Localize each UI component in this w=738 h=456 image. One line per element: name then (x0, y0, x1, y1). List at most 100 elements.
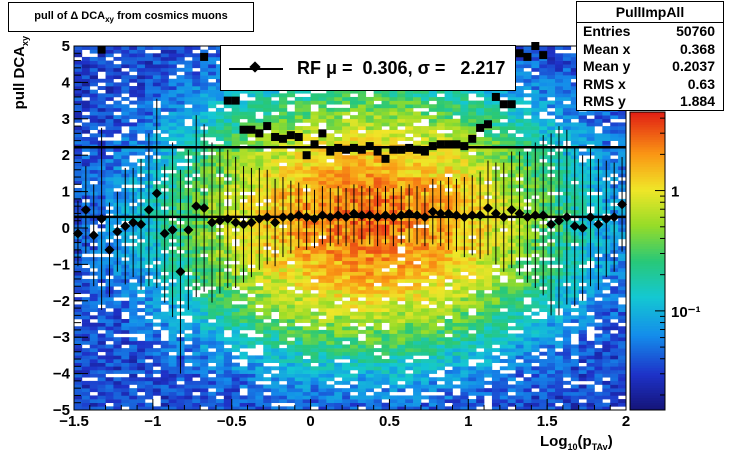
heatmap-cell (223, 137, 233, 141)
heatmap-cell (74, 111, 83, 116)
heatmap-cell (74, 395, 83, 400)
heatmap-cell (428, 137, 438, 141)
heatmap-cell (507, 377, 516, 382)
heatmap-cell (271, 326, 280, 331)
heatmap-cell (231, 369, 240, 374)
heatmap-cell (89, 46, 98, 50)
heatmap-cell (215, 406, 225, 411)
heatmap-cell (152, 308, 162, 313)
heatmap-cell (397, 384, 406, 389)
heatmap-cell (89, 406, 98, 411)
heatmap-cell (452, 162, 461, 167)
heatmap-cell (318, 111, 327, 116)
heatmap-cell (215, 96, 225, 101)
heatmap-cell (247, 282, 256, 287)
heatmap-cell (176, 158, 185, 163)
heatmap-cell (97, 60, 106, 65)
heatmap-cell (420, 129, 430, 134)
heatmap-cell (420, 289, 430, 294)
heatmap-cell (484, 388, 493, 393)
heatmap-cell (302, 351, 311, 356)
heatmap-cell (302, 282, 311, 287)
heatmap-cell (310, 340, 319, 345)
heatmap-cell (231, 151, 240, 156)
heatmap-cell (357, 166, 367, 171)
heatmap-cell (302, 180, 311, 185)
heatmap-cell (381, 359, 390, 363)
heatmap-cell (286, 268, 296, 272)
heatmap-cell (231, 93, 240, 98)
heatmap-cell (152, 348, 162, 353)
heatmap-cell (255, 329, 264, 334)
heatmap-cell (334, 369, 343, 374)
heatmap-cell (231, 362, 240, 367)
heatmap-cell (436, 253, 445, 258)
heatmap-cell (144, 340, 154, 345)
heatmap-cell (105, 49, 114, 54)
heatmap-cell (144, 107, 154, 112)
heatmap-cell (436, 137, 445, 141)
heatmap-cell (452, 173, 461, 178)
heatmap-cell (326, 337, 335, 342)
heatmap-cell (97, 377, 106, 382)
heatmap-cell (137, 344, 146, 349)
heatmap-cell (286, 351, 296, 356)
heatmap-cell (231, 115, 240, 120)
heatmap-cell (231, 326, 240, 331)
heatmap-cell (420, 253, 430, 258)
heatmap-cell (342, 184, 351, 189)
heatmap-cell (373, 348, 382, 353)
heatmap-cell (381, 177, 390, 181)
heatmap-cell (373, 271, 382, 276)
heatmap-cell (255, 278, 264, 283)
heatmap-cell (381, 300, 390, 305)
heatmap-cell (326, 133, 335, 138)
heatmap-cell (279, 289, 288, 294)
heatmap-cell (350, 286, 359, 291)
heatmap-cell (444, 115, 453, 120)
heatmap-cell (365, 104, 374, 109)
heatmap-cell (192, 86, 201, 90)
heatmap-cell (365, 282, 374, 287)
heatmap-cell (365, 369, 374, 374)
heatmap-cell (271, 373, 280, 378)
heatmap-cell (499, 406, 509, 411)
heatmap-cell (192, 348, 201, 353)
heatmap-cell (428, 122, 438, 127)
heatmap-cell (302, 369, 311, 374)
heatmap-cell (200, 107, 209, 112)
heatmap-cell (113, 56, 122, 61)
heatmap-cell (428, 293, 438, 298)
heatmap-cell (499, 319, 509, 323)
heatmap-cell (357, 369, 367, 374)
heatmap-cell (428, 278, 438, 283)
heatmap-cell (334, 297, 343, 302)
heatmap-cell (389, 351, 398, 356)
heatmap-cell (89, 322, 98, 327)
heatmap-cell (160, 380, 169, 385)
heatmap-cell (302, 337, 311, 342)
heatmap-cell (286, 399, 296, 404)
heatmap-cell (97, 322, 106, 327)
heatmap-cell (460, 260, 469, 265)
heatmap-cell (484, 93, 493, 98)
heatmap-cell (294, 293, 303, 298)
heatmap-cell (413, 278, 422, 283)
heatmap-cell (413, 402, 422, 407)
heatmap-cell (200, 359, 209, 363)
heatmap-cell (97, 402, 106, 407)
heatmap-cell (200, 82, 209, 87)
heatmap-cell (436, 177, 445, 181)
heatmap-cell (263, 384, 272, 389)
heatmap-cell (97, 67, 106, 72)
heatmap-cell (334, 399, 343, 404)
heatmap-cell (350, 373, 359, 378)
heatmap-cell (137, 86, 146, 90)
heatmap-cell (397, 366, 406, 371)
heatmap-cell (420, 297, 430, 302)
heatmap-cell (247, 326, 256, 331)
heatmap-cell (397, 166, 406, 171)
heatmap-cell (365, 344, 374, 349)
heatmap-cell (105, 177, 114, 181)
heatmap-cell (152, 93, 162, 98)
